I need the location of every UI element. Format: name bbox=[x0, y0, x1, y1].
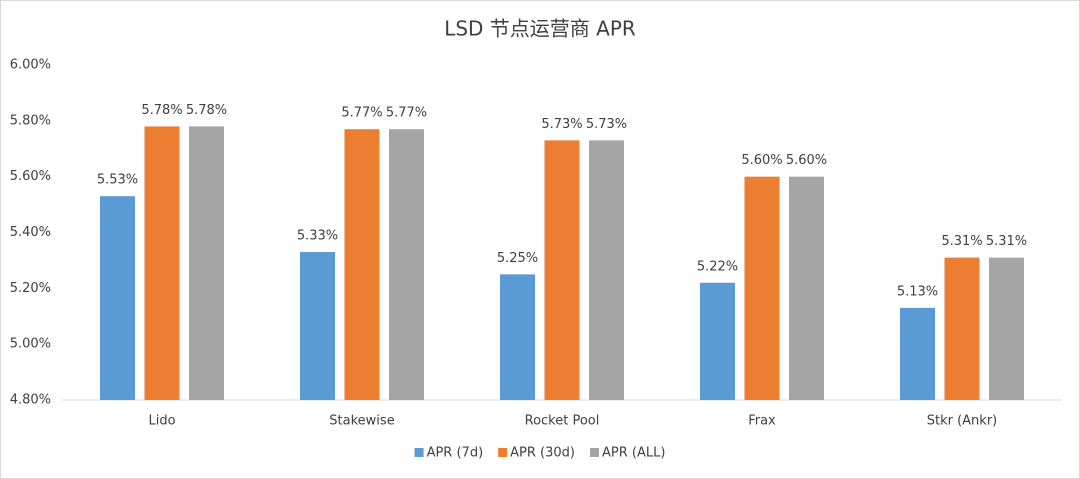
bar bbox=[500, 274, 535, 400]
x-tick-label: Lido bbox=[148, 414, 175, 429]
y-tick-label: 5.00% bbox=[10, 337, 51, 352]
value-label: 5.78% bbox=[141, 103, 182, 118]
value-label: 5.33% bbox=[297, 229, 338, 244]
chart-title: LSD 节点运营商 APR bbox=[444, 17, 636, 41]
bar bbox=[300, 252, 335, 400]
value-label: 5.53% bbox=[97, 173, 138, 188]
value-label: 5.22% bbox=[697, 259, 738, 274]
value-label: 5.77% bbox=[341, 106, 382, 121]
x-tick-label: Rocket Pool bbox=[525, 414, 600, 429]
y-tick-label: 5.60% bbox=[10, 169, 51, 184]
bar bbox=[144, 126, 180, 401]
value-label: 5.73% bbox=[586, 117, 627, 132]
value-label: 5.25% bbox=[497, 251, 538, 266]
legend-swatch bbox=[414, 448, 424, 457]
value-label: 5.60% bbox=[786, 153, 827, 168]
bar bbox=[544, 140, 580, 400]
bar bbox=[744, 176, 780, 400]
bar bbox=[700, 282, 735, 400]
bar bbox=[944, 257, 980, 400]
legend-label: APR (7d) bbox=[427, 446, 484, 461]
value-label: 5.31% bbox=[986, 234, 1027, 249]
bar bbox=[100, 196, 135, 400]
value-label: 5.77% bbox=[386, 106, 427, 121]
y-tick-label: 5.80% bbox=[10, 113, 51, 128]
y-tick-label: 4.80% bbox=[10, 393, 51, 408]
legend-label: APR (ALL) bbox=[602, 446, 665, 461]
bar bbox=[900, 307, 935, 400]
value-label: 5.31% bbox=[941, 234, 982, 249]
bar bbox=[189, 126, 224, 401]
legend-swatch bbox=[498, 448, 508, 457]
x-tick-label: Stakewise bbox=[329, 414, 394, 429]
y-tick-label: 5.40% bbox=[10, 225, 51, 240]
bar bbox=[989, 257, 1024, 400]
value-label: 5.60% bbox=[741, 153, 782, 168]
bar bbox=[344, 129, 380, 401]
y-tick-label: 6.00% bbox=[10, 58, 51, 73]
x-tick-label: Stkr (Ankr) bbox=[927, 414, 998, 429]
x-tick-label: Frax bbox=[748, 414, 776, 429]
legend-label: APR (30d) bbox=[510, 446, 575, 461]
y-tick-label: 5.20% bbox=[10, 281, 51, 296]
value-label: 5.13% bbox=[897, 284, 938, 299]
legend-swatch bbox=[590, 448, 599, 457]
value-label: 5.78% bbox=[186, 103, 227, 118]
bar bbox=[589, 140, 624, 400]
bar bbox=[389, 129, 424, 401]
bar bbox=[789, 176, 824, 400]
value-label: 5.73% bbox=[541, 117, 582, 132]
